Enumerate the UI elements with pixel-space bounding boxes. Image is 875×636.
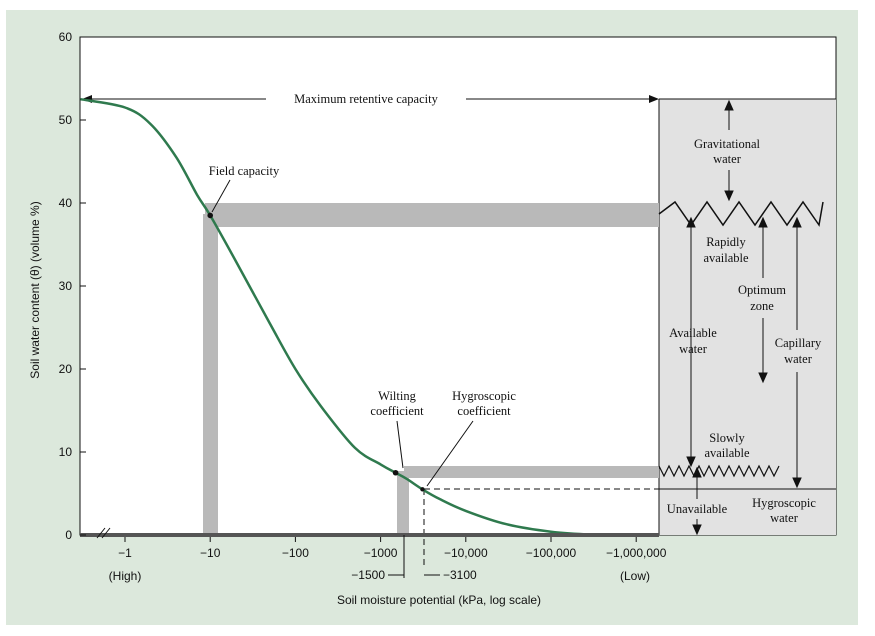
optimum-zone-line1: Optimum: [738, 283, 786, 297]
wilting-label-line2: coefficient: [370, 404, 424, 418]
hygroscopic-water-line1: Hygroscopic: [752, 496, 816, 510]
y-tick-label: 40: [59, 196, 73, 210]
wilting-coefficient-point: [392, 469, 399, 476]
capillary-arrowhead-down: [792, 477, 802, 489]
max-retentive-label: Maximum retentive capacity: [294, 92, 438, 106]
field-capacity-point: [207, 212, 213, 219]
hygroscopic-coefficient-pointer: [426, 420, 474, 487]
wilting-band-horizontal: [404, 466, 659, 478]
y-axis-title: Soil water content (θ) (volume %): [28, 201, 42, 378]
x-axis-ticks: −1 −10 −100 −1000 −10,000 −100,000 −1,000,000: [118, 537, 667, 560]
slowly-available-line2: available: [704, 446, 750, 460]
wilting-label-line1: Wilting: [378, 389, 416, 403]
rapidly-available-line2: available: [703, 251, 749, 265]
wilting-band-vertical: [397, 471, 409, 535]
gravitational-label-line2: water: [713, 152, 742, 166]
rapidly-available-line1: Rapidly: [706, 235, 746, 249]
x-tick-label: −1: [118, 546, 132, 560]
unavailable-arrowhead-up: [692, 466, 702, 478]
axis-break-mark-1: [96, 527, 106, 539]
x-axis-baseline: [80, 533, 659, 537]
tick-sublabel-high: (High): [109, 569, 142, 583]
y-tick-label: 50: [59, 113, 73, 127]
x-tick-label: −100: [282, 546, 309, 560]
axis-break-mark-2: [101, 527, 111, 539]
y-axis-ticks: 0 10 20 30 40 50 60: [59, 30, 86, 542]
x-tick-label: −1,000,000: [606, 546, 667, 560]
retention-zone-panel: [659, 99, 836, 535]
y-tick-label: 30: [59, 279, 73, 293]
tick-sublabel-low: (Low): [620, 569, 650, 583]
gravitational-arrowhead-up: [724, 99, 734, 111]
available-water-line2: water: [679, 342, 708, 356]
max-retentive-arrowhead-right: [649, 95, 659, 103]
hygroscopic-coefficient-label-line2: coefficient: [457, 404, 511, 418]
capillary-water-line2: water: [784, 352, 813, 366]
hygroscopic-coefficient-point: [420, 487, 425, 492]
gravitational-label-line1: Gravitational: [694, 137, 760, 151]
unavailable-label: Unavailable: [667, 502, 728, 516]
hygroscopic-water-line2: water: [770, 511, 799, 525]
x-tick-label: −10,000: [444, 546, 488, 560]
retention-curve-line: [80, 97, 637, 537]
field-capacity-label: Field capacity: [209, 164, 280, 178]
capillary-arrowhead-up: [792, 216, 802, 228]
field-capacity-band-horizontal: [205, 203, 659, 227]
field-capacity-zigzag: [658, 200, 824, 227]
slowly-available-line1: Slowly: [709, 431, 745, 445]
optimum-arrowhead-up: [758, 216, 768, 228]
x-tick-label: −1000: [364, 546, 398, 560]
wilting-zigzag: [658, 464, 780, 478]
field-capacity-band-vertical: [203, 214, 218, 535]
wilting-pointer: [396, 420, 404, 469]
x-tick-label: −10: [200, 546, 221, 560]
tick-label-1500: −1500: [351, 568, 385, 582]
y-tick-label: 60: [59, 30, 73, 44]
available-water-arrowhead-down: [686, 456, 696, 468]
y-tick-label: 0: [65, 528, 72, 542]
x-tick-label: −100,000: [526, 546, 577, 560]
available-water-line1: Available: [669, 326, 717, 340]
capillary-water-line1: Capillary: [775, 336, 822, 350]
y-tick-label: 10: [59, 445, 73, 459]
unavailable-arrowhead-down: [692, 524, 702, 536]
hygroscopic-coefficient-label-line1: Hygroscopic: [452, 389, 516, 403]
available-water-arrowhead-up: [686, 216, 696, 228]
y-tick-label: 20: [59, 362, 73, 376]
optimum-zone-line2: zone: [750, 299, 774, 313]
x-axis-title: Soil moisture potential (kPa, log scale): [337, 593, 541, 607]
gravitational-arrowhead-down: [724, 190, 734, 202]
tick-label-3100: −3100: [443, 568, 477, 582]
optimum-arrowhead-down: [758, 372, 768, 384]
field-capacity-pointer: [211, 179, 231, 213]
